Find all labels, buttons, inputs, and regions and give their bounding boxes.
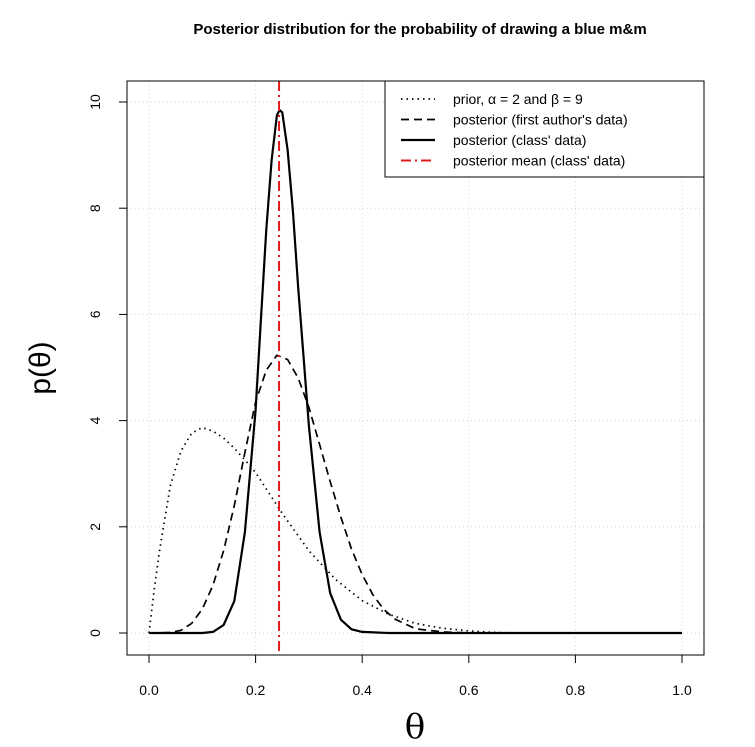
y-tick-label-0: 0 [87, 629, 103, 637]
x-tick-label-0: 0.0 [139, 682, 159, 698]
legend-label-1: posterior (first author's data) [453, 112, 628, 128]
series-line-2 [149, 108, 682, 635]
legend-label-3: posterior mean (class' data) [453, 153, 625, 169]
y-axis: 0 2 4 6 8 10 [87, 94, 127, 637]
y-axis-label: p(θ) [24, 341, 57, 394]
legend-box [384, 80, 705, 178]
y-tick-label-3: 6 [87, 310, 103, 318]
x-tick-label-3: 0.6 [459, 682, 479, 698]
chart-title: Posterior distribution for the probabili… [193, 21, 646, 38]
x-axis: 0.0 0.2 0.4 0.6 0.8 1.0 [139, 655, 692, 698]
x-tick-label-2: 0.4 [352, 682, 372, 698]
x-axis-label: θ [405, 707, 425, 747]
x-tick-label-1: 0.2 [246, 682, 266, 698]
x-tick-label-5: 1.0 [672, 682, 692, 698]
legend: prior, α = 2 and β = 9 posterior (first a… [384, 80, 705, 178]
y-tick-label-5: 10 [87, 94, 103, 110]
series-layer [148, 108, 682, 635]
y-tick-label-2: 4 [87, 416, 103, 424]
y-tick-label-4: 8 [87, 204, 103, 212]
y-tick-label-1: 2 [87, 523, 103, 531]
x-tick-label-4: 0.8 [566, 682, 586, 698]
legend-label-2: posterior (class' data) [453, 132, 586, 148]
legend-label-0: prior, α = 2 and β = 9 [453, 91, 583, 107]
series-line-1 [148, 354, 682, 634]
